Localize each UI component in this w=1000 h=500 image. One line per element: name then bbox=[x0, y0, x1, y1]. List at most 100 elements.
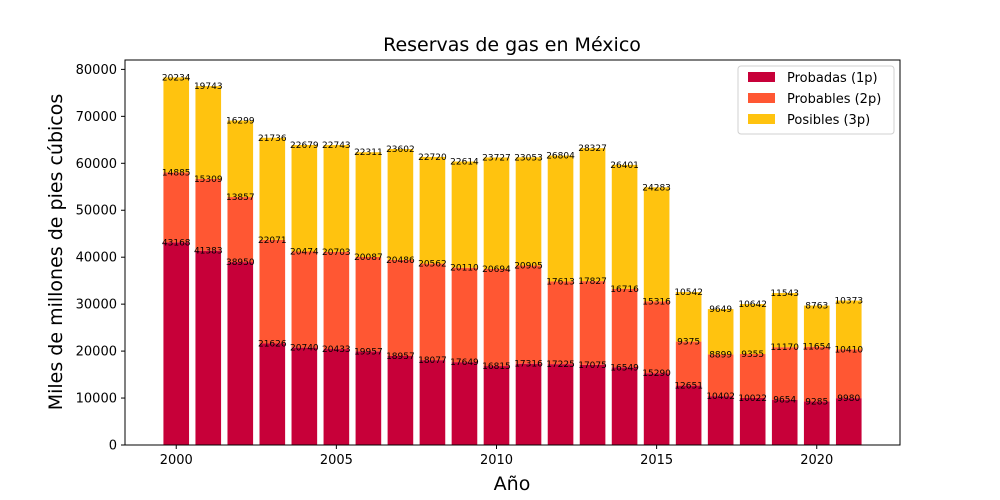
bar-label-2012-series-0: 17225 bbox=[546, 360, 575, 370]
bar-label-2008-series-0: 18077 bbox=[418, 356, 447, 366]
plot-frame bbox=[124, 59, 901, 446]
bar-label-2015-series-1: 15316 bbox=[642, 297, 671, 307]
bar-labels-group: 43168 14885 20234 41383 15309 19743 38950 13857… bbox=[162, 73, 863, 407]
bar-label-2002-series-0: 38950 bbox=[226, 258, 255, 268]
bar-label-2011-series-2: 23053 bbox=[514, 153, 543, 163]
bar-2006-series-2 bbox=[355, 152, 382, 257]
bar-label-2006-series-0: 19957 bbox=[354, 347, 383, 357]
legend-label-1: Probables (2p) bbox=[787, 92, 881, 107]
y-tick-label: 70000 bbox=[76, 110, 117, 125]
bar-label-2007-series-0: 18957 bbox=[386, 352, 415, 362]
bar-label-2014-series-2: 26401 bbox=[610, 161, 639, 171]
bar-2008-series-1 bbox=[419, 263, 446, 361]
bar-2021-series-2 bbox=[835, 300, 862, 350]
bar-label-2005-series-0: 20433 bbox=[322, 345, 351, 355]
bar-2005-series-0 bbox=[323, 349, 350, 445]
bar-2020-series-0 bbox=[803, 401, 830, 445]
bar-label-2016-series-0: 12651 bbox=[674, 382, 703, 392]
bar-label-2015-series-0: 15290 bbox=[642, 369, 671, 379]
bar-label-2021-series-2: 10373 bbox=[834, 297, 863, 307]
bar-2003-series-1 bbox=[259, 239, 286, 344]
bar-2005-series-1 bbox=[323, 251, 350, 350]
x-tick-label: 2015 bbox=[640, 453, 673, 468]
y-axis: 0 10000 20000 30000 40000 50000 60000 70000 8000… bbox=[76, 63, 125, 454]
bar-2000-series-0 bbox=[163, 242, 190, 445]
y-axis-title: Miles de millones de pies cúbicos bbox=[45, 94, 67, 411]
bar-label-2020-series-0: 9285 bbox=[805, 397, 828, 407]
bar-2002-series-2 bbox=[227, 120, 254, 198]
bar-label-2012-series-2: 26804 bbox=[546, 152, 575, 162]
bar-label-2001-series-2: 19743 bbox=[194, 82, 223, 92]
bar-2010-series-0 bbox=[483, 366, 510, 445]
legend-swatch-2 bbox=[748, 114, 775, 124]
bar-label-2005-series-1: 20703 bbox=[322, 248, 351, 258]
legend: Probadas (1p) Probables (2p) Posibles (3p) bbox=[737, 65, 895, 135]
bar-2011-series-0 bbox=[515, 363, 542, 445]
y-tick-label: 10000 bbox=[76, 392, 117, 407]
bar-label-2014-series-0: 16549 bbox=[610, 363, 639, 373]
bar-label-2021-series-0: 9980 bbox=[837, 394, 860, 404]
bar-2018-series-1 bbox=[739, 354, 766, 398]
bar-label-2002-series-1: 13857 bbox=[226, 193, 255, 203]
bar-2015-series-1 bbox=[643, 301, 670, 374]
bar-label-2000-series-0: 43168 bbox=[162, 238, 191, 248]
bar-label-2012-series-1: 17613 bbox=[546, 277, 575, 287]
bar-2021-series-1 bbox=[835, 349, 862, 399]
x-tick-label: 2010 bbox=[480, 453, 513, 468]
legend-label-2: Posibles (3p) bbox=[787, 113, 870, 128]
bar-label-2009-series-2: 22614 bbox=[450, 158, 479, 168]
bar-label-2001-series-1: 15309 bbox=[194, 175, 223, 185]
bar-2007-series-2 bbox=[387, 148, 414, 260]
bar-2006-series-0 bbox=[355, 351, 382, 445]
bar-label-2020-series-2: 8763 bbox=[805, 302, 828, 312]
bar-2009-series-2 bbox=[451, 161, 478, 268]
bar-2004-series-2 bbox=[291, 145, 318, 252]
bar-label-2004-series-1: 20474 bbox=[290, 247, 319, 257]
bar-label-2021-series-1: 10410 bbox=[834, 345, 863, 355]
bar-2012-series-1 bbox=[547, 281, 574, 365]
bar-label-2020-series-1: 11654 bbox=[802, 343, 831, 353]
bar-2005-series-2 bbox=[323, 145, 350, 252]
bar-label-2003-series-2: 21736 bbox=[258, 134, 287, 144]
bar-label-2007-series-2: 23602 bbox=[386, 145, 415, 155]
bar-2019-series-1 bbox=[771, 347, 798, 400]
bar-label-2009-series-1: 20110 bbox=[450, 264, 479, 274]
legend-swatch-0 bbox=[748, 72, 775, 82]
x-tick-label: 2020 bbox=[800, 453, 833, 468]
bar-label-2016-series-2: 10542 bbox=[674, 288, 703, 298]
bar-label-2011-series-0: 17316 bbox=[514, 360, 543, 370]
bar-2009-series-1 bbox=[451, 267, 478, 363]
bar-2002-series-0 bbox=[227, 262, 254, 445]
bar-label-2008-series-1: 20562 bbox=[418, 260, 447, 270]
legend-swatch-1 bbox=[748, 93, 775, 103]
bar-label-2004-series-2: 22679 bbox=[290, 141, 319, 151]
bar-label-2015-series-2: 24283 bbox=[642, 183, 671, 193]
bar-2000-series-2 bbox=[163, 77, 190, 173]
bar-label-2014-series-1: 16716 bbox=[610, 285, 639, 295]
bar-label-2002-series-2: 16299 bbox=[226, 117, 255, 127]
bar-2009-series-0 bbox=[451, 362, 478, 445]
bar-2003-series-2 bbox=[259, 137, 286, 240]
bar-2001-series-1 bbox=[195, 178, 222, 251]
bar-label-2005-series-2: 22743 bbox=[322, 141, 351, 151]
bar-2003-series-0 bbox=[259, 343, 286, 445]
y-tick-label: 40000 bbox=[76, 251, 117, 266]
bar-label-2000-series-2: 20234 bbox=[162, 73, 191, 83]
x-tick-label: 2005 bbox=[320, 453, 353, 468]
bar-2008-series-2 bbox=[419, 156, 446, 264]
x-axis: 2000 2005 2010 2015 2020 bbox=[160, 445, 833, 468]
bar-2016-series-0 bbox=[675, 385, 702, 445]
bar-label-2017-series-0: 10402 bbox=[706, 392, 735, 402]
bar-2019-series-0 bbox=[771, 399, 798, 445]
bar-label-2003-series-1: 22071 bbox=[258, 236, 287, 246]
bar-label-2018-series-0: 10022 bbox=[738, 394, 767, 404]
bar-label-2016-series-1: 9375 bbox=[677, 338, 700, 348]
bar-2018-series-2 bbox=[739, 304, 766, 355]
bar-2012-series-2 bbox=[547, 155, 574, 282]
bar-2002-series-1 bbox=[227, 197, 254, 263]
bar-label-2009-series-0: 17649 bbox=[450, 358, 479, 368]
bar-2012-series-0 bbox=[547, 364, 574, 445]
bar-2014-series-0 bbox=[611, 367, 638, 445]
bar-label-2013-series-1: 17827 bbox=[578, 277, 607, 287]
